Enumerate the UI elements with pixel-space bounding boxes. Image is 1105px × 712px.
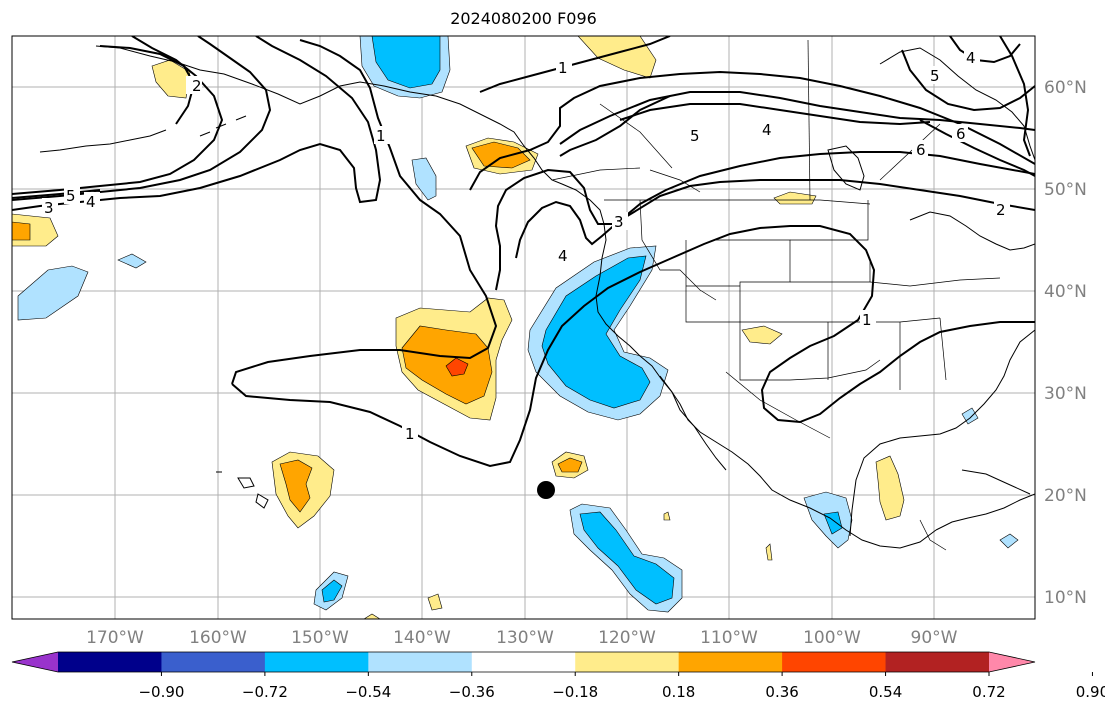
latitude-label: 30°N: [1044, 384, 1087, 404]
contour-label: 2: [996, 201, 1006, 219]
longitude-label: 130°W: [496, 628, 554, 648]
colorbar-segment: [575, 652, 680, 672]
contour-label: 1: [862, 311, 872, 329]
contour-2: [469, 70, 1035, 191]
colorbar-tick-label: 0.36: [765, 683, 798, 701]
colorbar-extend-max: [989, 652, 1035, 672]
longitude-label: 110°W: [700, 628, 758, 648]
colorbar-tick-label: −0.18: [552, 683, 598, 701]
latitude-labels: 60°N 50°N 40°N 30°N 20°N 10°N: [1044, 78, 1087, 608]
contour-label: 5: [930, 67, 940, 85]
colorbar-segment: [471, 652, 576, 672]
colorbar-tick-label: −0.54: [345, 683, 391, 701]
colorbar-segment: [264, 652, 369, 672]
positive-anomaly-bc-core: [471, 141, 531, 169]
latitude-label: 50°N: [1044, 180, 1087, 200]
contour-label: 6: [916, 141, 926, 159]
map-frame: [11, 35, 1036, 620]
negative-anomaly-core: [371, 36, 441, 89]
contour-label: 4: [966, 49, 976, 67]
contour-label: 3: [44, 199, 54, 217]
latitude-label: 10°N: [1044, 588, 1087, 608]
longitude-labels: 170°W 160°W 150°W 140°W 130°W 120°W 110°W 100°W…: [86, 628, 958, 648]
colorbar-extend-min: [12, 652, 58, 672]
negative-anomaly-small: [411, 157, 437, 201]
colorbar-ticks: −0.90 −0.72 −0.54 −0.36 −0.18 0.18 0.36 0.54 0.7…: [138, 672, 1105, 701]
contour-3: [12, 36, 382, 211]
map-title: 2024080200 F096: [450, 9, 597, 28]
positive-anomaly-gulf: [875, 455, 905, 521]
longitude-label: 150°W: [291, 628, 349, 648]
negative-anomaly-pacific-west: [17, 265, 89, 321]
contour-label: 1: [376, 127, 386, 145]
contour-label: 1: [558, 59, 568, 77]
longitude-label: 170°W: [86, 628, 144, 648]
contour-lines: [12, 36, 1035, 468]
contour-5-east: [559, 91, 1035, 145]
contour-4-west: [12, 36, 272, 201]
colorbar-tick-label: −0.72: [242, 683, 288, 701]
colorbar-tick-label: −0.90: [138, 683, 184, 701]
contour-1-west: [231, 39, 498, 385]
colorbar-segment: [885, 652, 990, 672]
contour-label: 4: [86, 193, 96, 211]
contour-1-south: [231, 225, 1035, 468]
colorbar-tick-label: 0.54: [869, 683, 902, 701]
longitude-label: 90°W: [911, 628, 958, 648]
latitude-label: 60°N: [1044, 78, 1087, 98]
storm-marker: [537, 481, 555, 499]
colorbar-segment: [58, 652, 162, 672]
contour-label: 4: [558, 247, 568, 265]
contour-label: 4: [762, 121, 772, 139]
contour-5-ne: [901, 49, 1035, 112]
contour-label: 3: [614, 213, 624, 231]
contour-labels: 1 1 1 1 2 2 3 3 4 4 4 4 5 5 5 6 6: [42, 48, 1010, 443]
colorbar-tick-label: 0.18: [662, 683, 695, 701]
contour-5-west: [12, 36, 224, 195]
contour-label: 5: [66, 187, 76, 205]
coastlines: [39, 45, 1035, 549]
colorbar-tick-label: −0.36: [449, 683, 495, 701]
contour-label: 2: [192, 77, 202, 95]
latitude-label: 20°N: [1044, 486, 1087, 506]
latitude-label: 40°N: [1044, 282, 1087, 302]
contour-label: 5: [690, 127, 700, 145]
shaded-fields: [12, 36, 1019, 619]
colorbar-segment: [368, 652, 473, 672]
contour-6-east: [919, 119, 1035, 177]
colorbar-segment: [782, 652, 887, 672]
contour-1-north: [479, 36, 671, 93]
longitude-label: 100°W: [803, 628, 861, 648]
contour-6-west: [99, 45, 196, 125]
contour-6-ne: [999, 36, 1031, 157]
contour-label: 1: [405, 425, 415, 443]
contour-4-mid: [515, 151, 1035, 259]
contour-label: 6: [956, 125, 966, 143]
colorbar-segment: [678, 652, 783, 672]
longitude-label: 140°W: [393, 628, 451, 648]
colorbar-tick-label: 0.90: [1076, 683, 1105, 701]
longitude-label: 160°W: [189, 628, 247, 648]
longitude-label: 120°W: [598, 628, 656, 648]
colorbar-segment: [161, 652, 266, 672]
colorbar-tick-label: 0.72: [972, 683, 1005, 701]
colorbar: [11, 651, 1036, 673]
contour-4-east: [619, 103, 931, 126]
